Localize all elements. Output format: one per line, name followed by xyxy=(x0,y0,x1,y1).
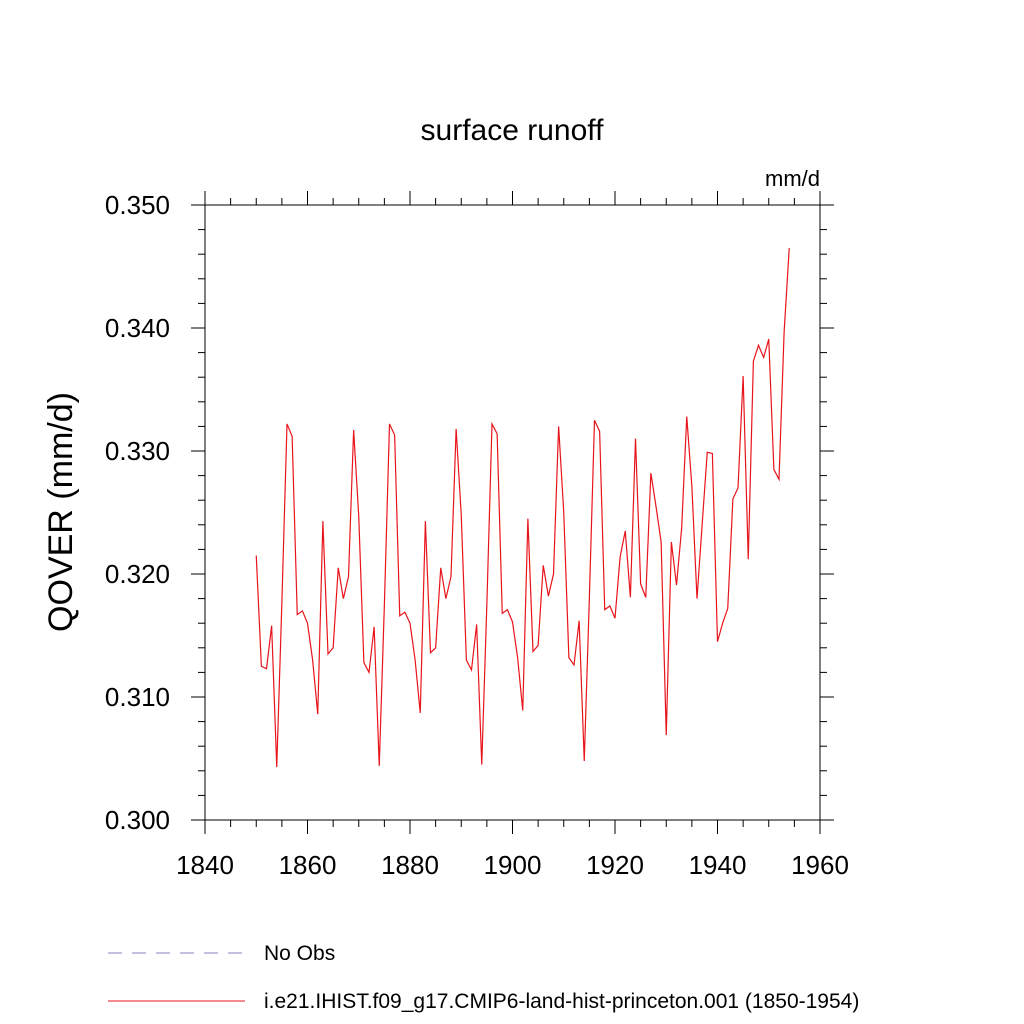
x-tick-label: 1880 xyxy=(381,850,439,880)
legend-label-no-obs: No Obs xyxy=(264,942,335,965)
plot-frame xyxy=(204,204,821,821)
y-tick-label: 0.340 xyxy=(105,313,170,343)
x-tick-label: 1920 xyxy=(586,850,644,880)
y-tick-label: 0.350 xyxy=(105,190,170,220)
chart-title: surface runoff xyxy=(421,114,605,147)
axis-tick-labels: 1840 1860 1880 1900 1920 1940 1960 0.300 0.310 0.… xyxy=(105,190,849,880)
y-tick-label: 0.330 xyxy=(105,436,170,466)
x-tick-label: 1860 xyxy=(279,850,337,880)
data-series xyxy=(255,248,790,768)
y-tick-label: 0.320 xyxy=(105,559,170,589)
series-line-1 xyxy=(255,248,790,768)
x-tick-label: 1960 xyxy=(791,850,849,880)
legend: No Obs i.e21.IHIST.f09_g17.CMIP6-land-hi… xyxy=(108,942,859,1013)
x-tick-label: 1940 xyxy=(689,850,747,880)
y-tick-label: 0.310 xyxy=(105,682,170,712)
y-axis-label: QOVER (mm/d) xyxy=(42,392,80,632)
y-tick-label: 0.300 xyxy=(105,805,170,835)
units-label: mm/d xyxy=(765,166,820,191)
x-tick-label: 1840 xyxy=(176,850,234,880)
x-tick-label: 1900 xyxy=(484,850,542,880)
legend-label-model: i.e21.IHIST.f09_g17.CMIP6-land-hist-prin… xyxy=(264,990,859,1013)
axis-ticks xyxy=(191,191,834,834)
